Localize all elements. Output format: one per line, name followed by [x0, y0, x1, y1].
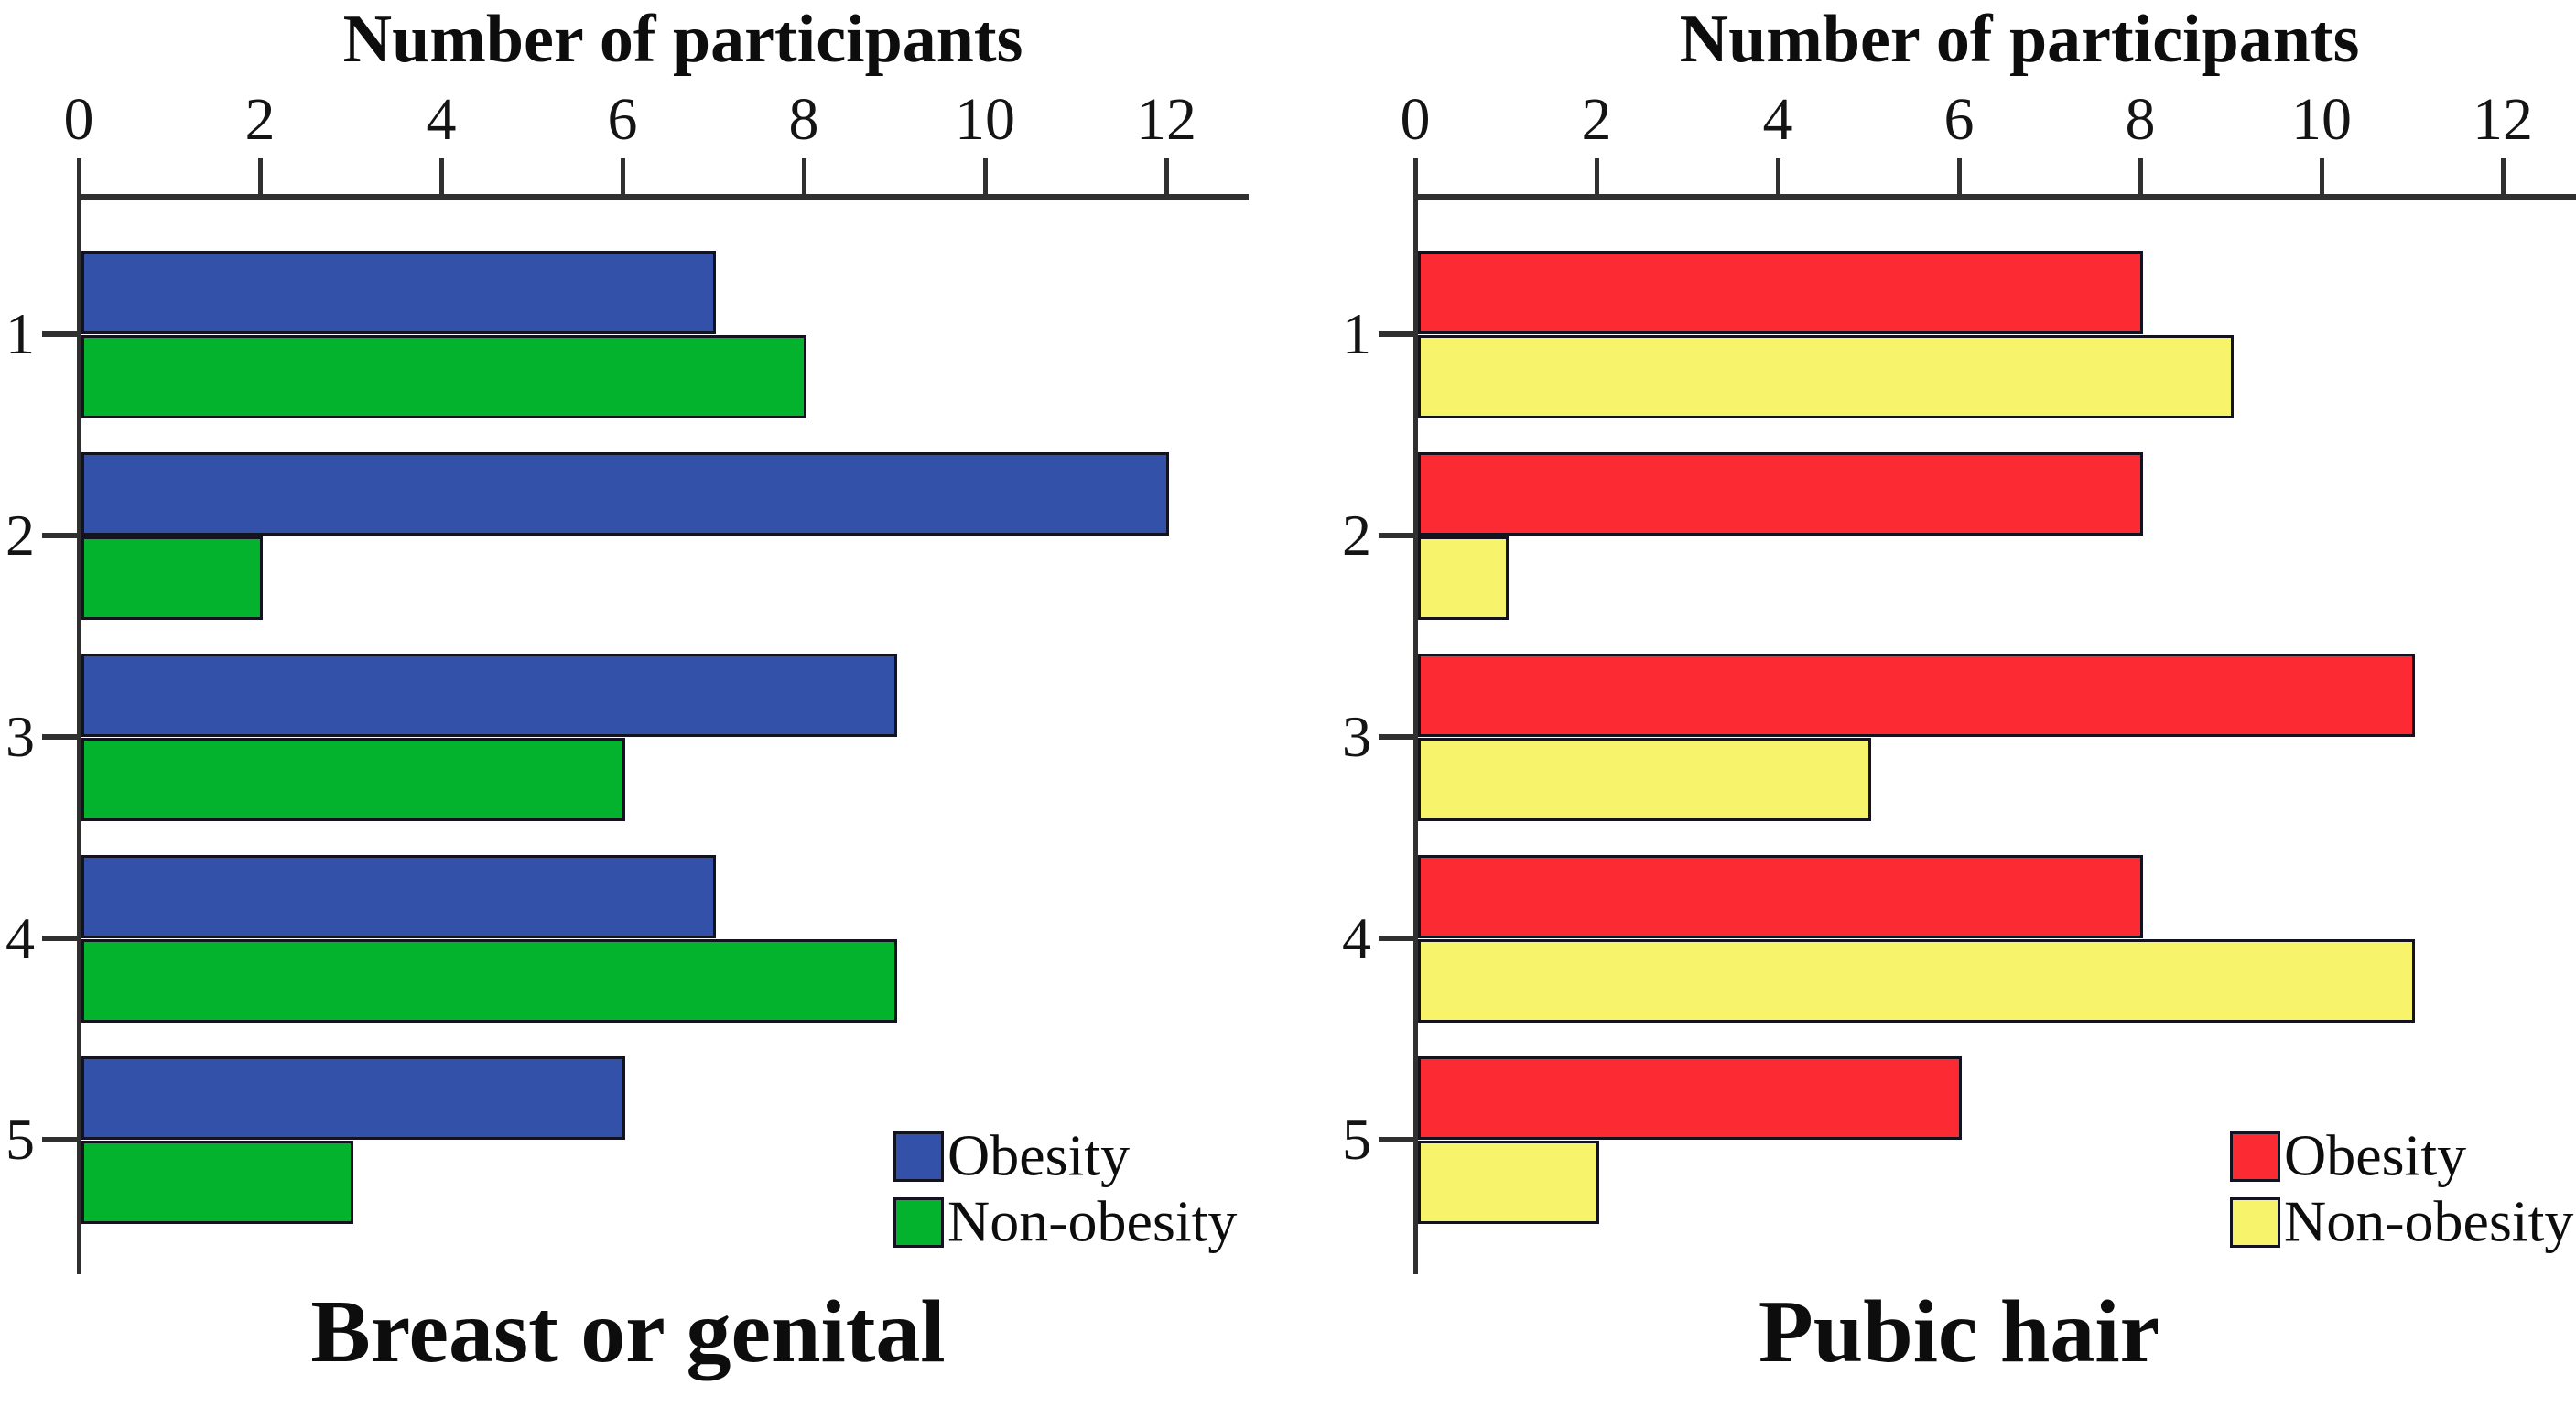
y-axis-line [1413, 194, 1418, 1274]
category-label: 1 [1342, 301, 1371, 366]
y-axis-line [77, 194, 81, 1274]
bar-obesity-row4 [1418, 855, 2143, 938]
category-label: 3 [1342, 704, 1371, 769]
category-tick [42, 331, 79, 337]
x-tick-label: 12 [1136, 86, 1196, 153]
category-tick [1379, 1137, 1415, 1142]
x-tick-label: 0 [1400, 86, 1431, 153]
bar-obesity-row3 [81, 654, 897, 737]
bar-obesity-row2 [1418, 452, 2143, 536]
legend-label-non-obesity: Non-obesity [2284, 1188, 2574, 1254]
x-tick-label: 2 [244, 86, 276, 153]
category-tick [42, 734, 79, 740]
category-label: 4 [1342, 905, 1371, 970]
x-axis-title: Number of participants [342, 2, 1023, 77]
category-label: 3 [5, 704, 35, 769]
x-tick [2320, 158, 2324, 197]
x-tick-label: 8 [2125, 86, 2156, 153]
x-tick [439, 158, 444, 197]
category-tick [1379, 734, 1415, 740]
bar-non-obesity-row2 [1418, 536, 1509, 620]
x-tick-label: 6 [1943, 86, 1975, 153]
bar-non-obesity-row4 [1418, 939, 2415, 1023]
x-tick [1413, 158, 1418, 197]
x-tick [621, 158, 625, 197]
bar-obesity-row1 [81, 251, 716, 334]
x-tick [802, 158, 806, 197]
bar-obesity-row5 [81, 1056, 625, 1140]
x-axis-line [1413, 194, 2576, 200]
x-tick [77, 158, 81, 197]
category-label: 2 [5, 503, 35, 568]
category-label: 5 [1342, 1107, 1371, 1172]
x-tick-label: 12 [2473, 86, 2533, 153]
x-axis-title: Number of participants [1679, 2, 2360, 77]
legend-swatch-non-obesity [2230, 1197, 2280, 1248]
bar-non-obesity-row4 [81, 939, 897, 1023]
legend-swatch-obesity [893, 1131, 944, 1182]
bar-non-obesity-row5 [81, 1141, 353, 1224]
bar-non-obesity-row3 [81, 738, 625, 821]
legend-label-non-obesity: Non-obesity [947, 1188, 1238, 1254]
x-tick-label: 0 [63, 86, 94, 153]
x-tick [983, 158, 988, 197]
x-tick [1164, 158, 1169, 197]
x-tick [2501, 158, 2506, 197]
bar-obesity-row5 [1418, 1056, 1962, 1140]
x-tick-label: 2 [1581, 86, 1612, 153]
x-tick [258, 158, 263, 197]
category-label: 4 [5, 905, 35, 970]
bar-obesity-row4 [81, 855, 716, 938]
bar-non-obesity-row5 [1418, 1141, 1599, 1224]
legend-swatch-obesity [2230, 1131, 2280, 1182]
x-tick-label: 4 [426, 86, 457, 153]
x-tick-label: 10 [2291, 86, 2352, 153]
x-tick [1776, 158, 1780, 197]
category-tick [1379, 936, 1415, 941]
x-tick [2138, 158, 2143, 197]
category-tick [1379, 331, 1415, 337]
bar-obesity-row1 [1418, 251, 2143, 334]
category-label: 2 [1342, 503, 1371, 568]
category-label: 5 [5, 1107, 35, 1172]
bar-non-obesity-row1 [81, 335, 806, 418]
x-axis-line [77, 194, 1249, 200]
bar-non-obesity-row2 [81, 536, 263, 620]
legend-label-obesity: Obesity [2284, 1122, 2467, 1188]
chart-title: Pubic hair [1758, 1283, 2160, 1381]
x-tick-label: 6 [607, 86, 638, 153]
x-tick-label: 4 [1762, 86, 1793, 153]
legend-label-obesity: Obesity [947, 1122, 1131, 1188]
bar-non-obesity-row1 [1418, 335, 2234, 418]
category-tick [1379, 533, 1415, 538]
bar-obesity-row2 [81, 452, 1169, 536]
category-tick [42, 936, 79, 941]
x-tick-label: 8 [788, 86, 819, 153]
category-tick [42, 1137, 79, 1142]
bar-obesity-row3 [1418, 654, 2415, 737]
legend-swatch-non-obesity [893, 1197, 944, 1248]
category-label: 1 [5, 301, 35, 366]
x-tick-label: 10 [955, 86, 1015, 153]
x-tick [1595, 158, 1599, 197]
chart-title: Breast or genital [310, 1283, 946, 1381]
bar-non-obesity-row3 [1418, 738, 1871, 821]
category-tick [42, 533, 79, 538]
x-tick [1957, 158, 1962, 197]
